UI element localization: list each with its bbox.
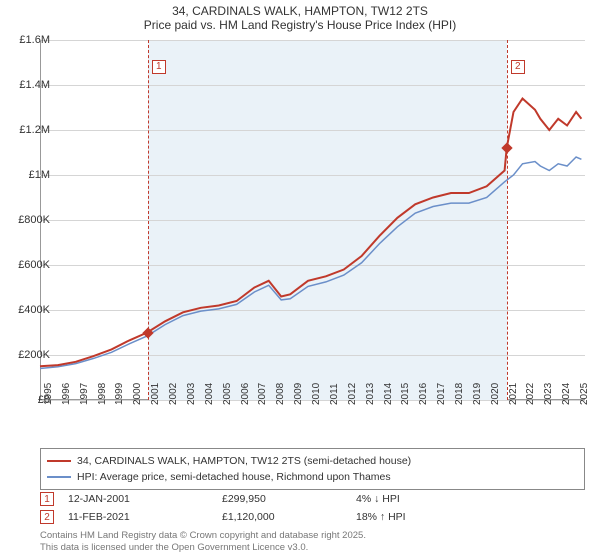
series-line xyxy=(40,99,581,367)
y-tick-label: £1.4M xyxy=(10,79,50,91)
x-tick-label: 1998 xyxy=(97,383,108,405)
x-tick-label: 2023 xyxy=(543,383,554,405)
y-tick-label: £1.2M xyxy=(10,124,50,136)
x-tick-label: 2000 xyxy=(132,383,143,405)
x-tick-label: 2025 xyxy=(579,383,590,405)
x-tick-label: 2001 xyxy=(150,383,161,405)
sale-pct: 18% ↑ HPI xyxy=(356,511,476,523)
x-tick-label: 2015 xyxy=(400,383,411,405)
x-tick-label: 2003 xyxy=(186,383,197,405)
line-series-svg xyxy=(40,40,585,400)
x-tick-label: 2022 xyxy=(525,383,536,405)
x-tick-label: 1995 xyxy=(43,383,54,405)
y-tick-label: £600K xyxy=(10,259,50,271)
legend-item: HPI: Average price, semi-detached house,… xyxy=(47,469,578,485)
chart-subtitle: Price paid vs. HM Land Registry's House … xyxy=(0,18,600,32)
x-tick-label: 2024 xyxy=(561,383,572,405)
title-block: 34, CARDINALS WALK, HAMPTON, TW12 2TS Pr… xyxy=(0,0,600,32)
chart-container: 34, CARDINALS WALK, HAMPTON, TW12 2TS Pr… xyxy=(0,0,600,560)
legend: 34, CARDINALS WALK, HAMPTON, TW12 2TS (s… xyxy=(40,448,585,490)
footer-line: This data is licensed under the Open Gov… xyxy=(40,542,366,554)
sale-price: £1,120,000 xyxy=(222,511,342,523)
x-tick-label: 2020 xyxy=(490,383,501,405)
x-tick-label: 2019 xyxy=(472,383,483,405)
x-tick-label: 2009 xyxy=(293,383,304,405)
x-tick-label: 2018 xyxy=(454,383,465,405)
legend-label: HPI: Average price, semi-detached house,… xyxy=(77,471,391,483)
legend-swatch xyxy=(47,460,71,462)
x-tick-label: 1996 xyxy=(61,383,72,405)
marker-number-box: 1 xyxy=(152,60,166,74)
marker-box-icon: 1 xyxy=(40,492,54,506)
y-tick-label: £400K xyxy=(10,304,50,316)
x-tick-label: 1999 xyxy=(114,383,125,405)
y-tick-label: £1.6M xyxy=(10,34,50,46)
chart-title: 34, CARDINALS WALK, HAMPTON, TW12 2TS xyxy=(0,4,600,18)
sale-price: £299,950 xyxy=(222,493,342,505)
x-tick-label: 2021 xyxy=(508,383,519,405)
y-tick-label: £200K xyxy=(10,349,50,361)
x-tick-label: 2013 xyxy=(365,383,376,405)
sales-table: 1 12-JAN-2001 £299,950 4% ↓ HPI 2 11-FEB… xyxy=(40,490,585,526)
legend-swatch xyxy=(47,476,71,478)
sale-date: 12-JAN-2001 xyxy=(68,493,208,505)
x-tick-label: 2012 xyxy=(347,383,358,405)
y-tick-label: £800K xyxy=(10,214,50,226)
footer: Contains HM Land Registry data © Crown c… xyxy=(40,530,366,554)
x-tick-label: 1997 xyxy=(79,383,90,405)
x-tick-label: 2011 xyxy=(329,383,340,405)
sale-pct: 4% ↓ HPI xyxy=(356,493,476,505)
table-row: 2 11-FEB-2021 £1,120,000 18% ↑ HPI xyxy=(40,508,585,526)
footer-line: Contains HM Land Registry data © Crown c… xyxy=(40,530,366,542)
x-tick-label: 2002 xyxy=(168,383,179,405)
series-line xyxy=(40,157,581,369)
sale-date: 11-FEB-2021 xyxy=(68,511,208,523)
table-row: 1 12-JAN-2001 £299,950 4% ↓ HPI xyxy=(40,490,585,508)
x-tick-label: 2017 xyxy=(436,383,447,405)
marker-number-box: 2 xyxy=(511,60,525,74)
x-tick-label: 2007 xyxy=(257,383,268,405)
y-tick-label: £1M xyxy=(10,169,50,181)
chart-plot-area: 12 xyxy=(40,40,585,400)
marker-box-icon: 2 xyxy=(40,510,54,524)
legend-item: 34, CARDINALS WALK, HAMPTON, TW12 2TS (s… xyxy=(47,453,578,469)
x-tick-label: 2016 xyxy=(418,383,429,405)
x-tick-label: 2005 xyxy=(222,383,233,405)
x-tick-label: 2014 xyxy=(383,383,394,405)
x-tick-label: 2006 xyxy=(240,383,251,405)
x-tick-label: 2008 xyxy=(275,383,286,405)
x-tick-label: 2010 xyxy=(311,383,322,405)
legend-label: 34, CARDINALS WALK, HAMPTON, TW12 2TS (s… xyxy=(77,455,411,467)
x-tick-label: 2004 xyxy=(204,383,215,405)
